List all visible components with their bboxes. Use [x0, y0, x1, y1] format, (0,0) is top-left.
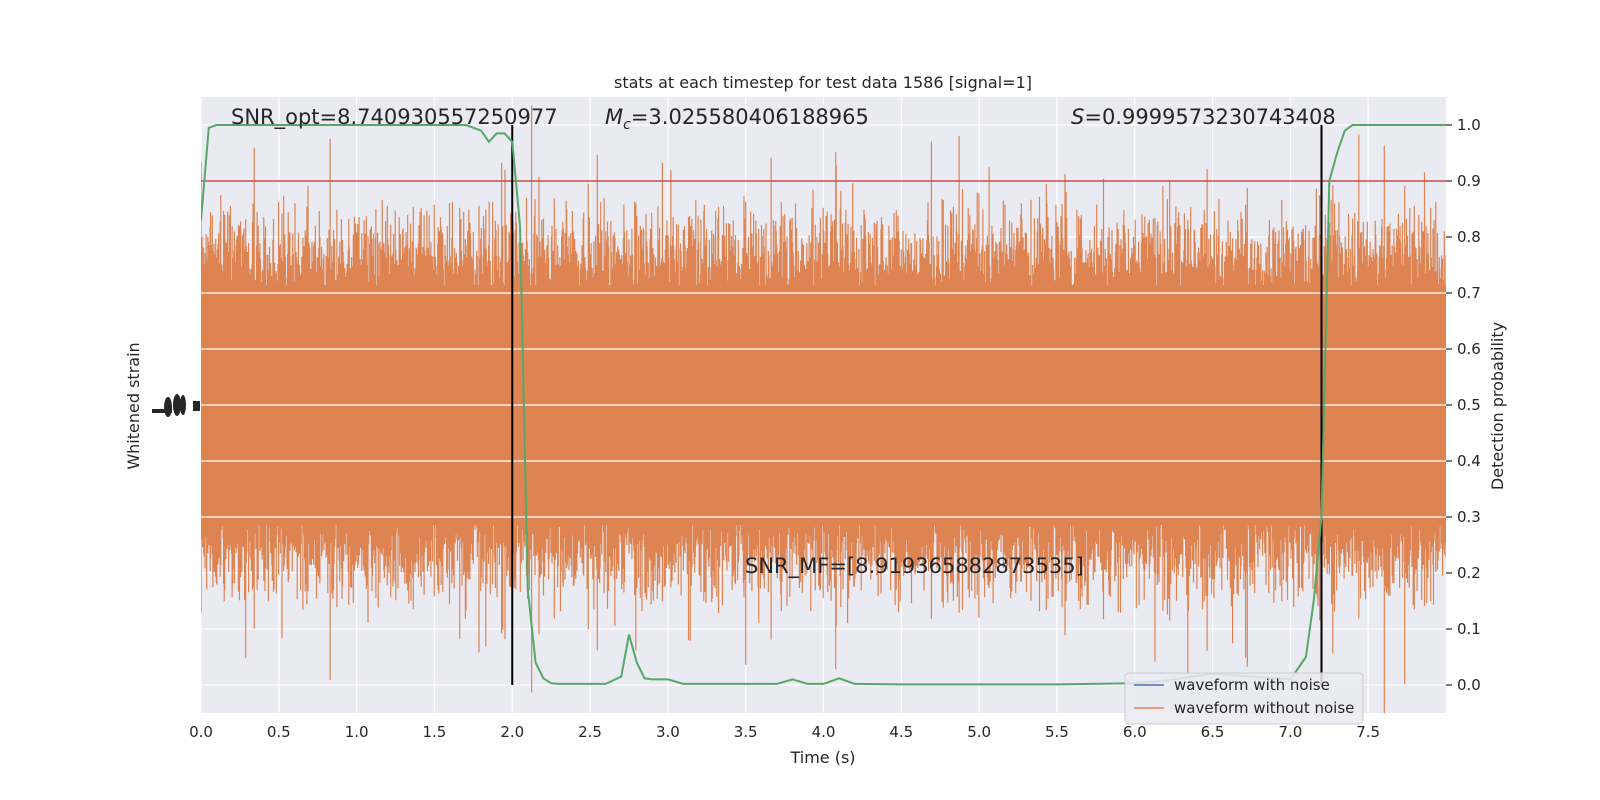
y-tick-label: 0.3: [1457, 508, 1481, 526]
chirp-mass-annotation: Mc=3.025580406188965: [605, 105, 869, 133]
x-tick-label: 4.5: [889, 723, 913, 741]
vertical-markers: [511, 125, 1323, 685]
snr-opt-annotation: SNR_opt=8.740930557250977: [231, 105, 558, 130]
y-tick-label: 0.0: [1457, 676, 1481, 694]
x-tick-label: 1.5: [423, 723, 447, 741]
strain-series: [201, 105, 1446, 713]
x-tick-label: 0.0: [189, 723, 213, 741]
x-tick-label: 6.5: [1201, 723, 1225, 741]
x-tick-label: 3.5: [734, 723, 758, 741]
x-tick-label: 5.5: [1045, 723, 1069, 741]
x-tick-label: 7.5: [1356, 723, 1380, 741]
y-axis-left-label: Whitened strain: [124, 342, 143, 469]
chart-title: stats at each timestep for test data 158…: [614, 73, 1032, 92]
legend-label-with-noise: waveform with noise: [1174, 676, 1330, 694]
x-tick-label: 6.0: [1123, 723, 1147, 741]
strain-waveform-without-noise: [201, 105, 1446, 713]
y-right-tick-labels: 0.0 0.1 0.2 0.3 0.4 0.5 0.6 0.7 0.8 0.9 1.0: [1446, 116, 1481, 694]
x-tick-label: 2.0: [500, 723, 524, 741]
x-tick-label: 5.0: [967, 723, 991, 741]
snr-mf-annotation: SNR_MF=[8.919365882873535]: [745, 554, 1084, 579]
x-tick-label: 7.0: [1278, 723, 1302, 741]
x-tick-label: 1.0: [345, 723, 369, 741]
y-tick-label: 0.8: [1457, 228, 1481, 246]
s-statistic-annotation: S=0.9999573230743408: [1071, 105, 1336, 129]
legend: waveform with noise waveform without noi…: [1124, 672, 1364, 725]
x-axis-label: Time (s): [789, 748, 855, 767]
legend-label-without-noise: waveform without noise: [1174, 699, 1354, 717]
x-tick-label: 3.0: [656, 723, 680, 741]
x-tick-label: 2.5: [578, 723, 602, 741]
left-axis-overlapping-ticks: [152, 394, 200, 417]
detection-probability-line: [201, 124, 1446, 686]
y-tick-label: 0.5: [1457, 396, 1481, 414]
y-tick-label: 0.1: [1457, 620, 1481, 638]
x-tick-label: 0.5: [267, 723, 291, 741]
x-tick-label: 4.0: [812, 723, 836, 741]
y-tick-label: 0.2: [1457, 564, 1481, 582]
x-tick-labels: 0.0 0.5 1.0 1.5 2.0 2.5 3.0 3.5 4.0 4.5 5.0 5.5 6.0 6…: [189, 723, 1380, 741]
y-tick-label: 1.0: [1457, 116, 1481, 134]
y-tick-label: 0.9: [1457, 172, 1481, 190]
y-tick-label: 0.7: [1457, 284, 1481, 302]
y-tick-label: 0.4: [1457, 452, 1481, 470]
legend-box: [1124, 672, 1364, 725]
y-axis-right-label: Detection probability: [1488, 322, 1507, 490]
y-tick-label: 0.6: [1457, 340, 1481, 358]
